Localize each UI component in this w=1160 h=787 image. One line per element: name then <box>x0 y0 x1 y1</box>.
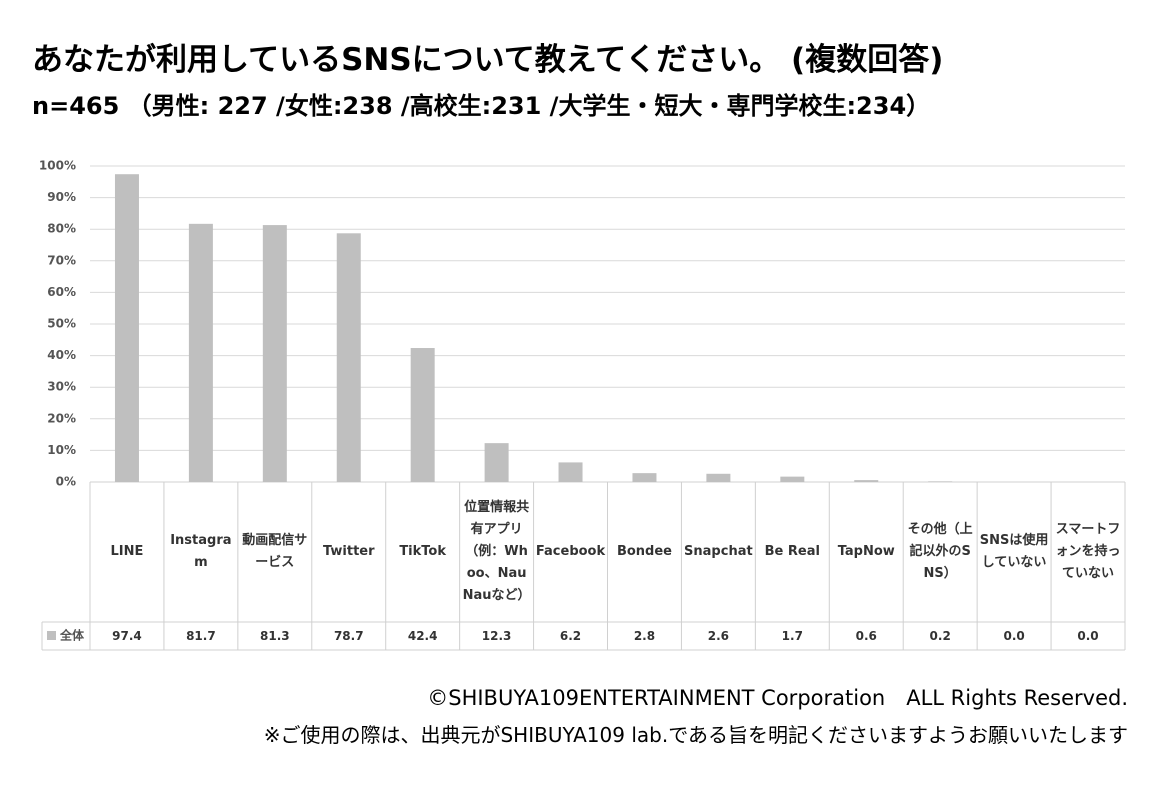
y-tick-label: 70% <box>47 253 76 267</box>
y-tick-label: 40% <box>47 348 76 362</box>
value-label: 12.3 <box>481 629 512 643</box>
category-label: TapNow <box>837 544 895 559</box>
category-label: Bondee <box>616 544 672 559</box>
value-label: 0.2 <box>929 629 951 643</box>
copyright: ©SHIBUYA109ENTERTAINMENT Corporation ALL… <box>427 686 1128 710</box>
value-label: 0.0 <box>1003 629 1025 643</box>
category-label: その他（上記以外のSNS） <box>907 522 973 581</box>
category-label: Snapchat <box>684 544 753 559</box>
bar <box>188 223 213 482</box>
bar <box>410 348 435 482</box>
bar <box>114 174 139 482</box>
value-label: 2.6 <box>707 629 730 643</box>
bar <box>928 481 953 482</box>
bar <box>336 233 361 482</box>
category-label: LINE <box>110 544 144 559</box>
category-label: SNSは使用していない <box>979 533 1049 570</box>
category-label: 位置情報共有アプリ（例：Whoo、NauNauなど） <box>462 500 531 603</box>
category-label: Facebook <box>535 544 606 559</box>
y-tick-label: 90% <box>47 190 76 204</box>
bar <box>854 480 879 482</box>
category-label: Twitter <box>322 544 375 559</box>
y-tick-label: 20% <box>47 411 76 425</box>
bar <box>484 443 509 482</box>
value-label: 6.2 <box>559 629 582 643</box>
bar <box>558 462 583 482</box>
y-tick-label: 10% <box>47 443 76 457</box>
chart-title: あなたが利用しているSNSについて教えてください。 (複数回答) <box>32 42 944 78</box>
bar <box>262 225 287 483</box>
value-label: 81.7 <box>186 629 216 643</box>
y-tick-label: 0% <box>56 475 76 489</box>
category-label: スマートフォンを持っていない <box>1055 522 1121 581</box>
value-label: 1.7 <box>781 629 803 643</box>
value-label: 0.0 <box>1077 629 1099 643</box>
value-label: 81.3 <box>260 629 290 643</box>
y-tick-label: 30% <box>47 380 76 394</box>
value-label: 42.4 <box>407 629 438 643</box>
category-label: Be Real <box>764 544 820 559</box>
legend-label: 全体 <box>59 628 85 643</box>
category-label: 動画配信サービス <box>242 533 308 570</box>
y-tick-label: 80% <box>47 222 76 236</box>
usage-note: ※ご使用の際は、出典元がSHIBUYA109 lab.である旨を明記くださいます… <box>263 723 1128 747</box>
category-label: TikTok <box>399 544 446 559</box>
y-tick-label: 60% <box>47 285 76 299</box>
y-tick-label: 100% <box>39 159 76 173</box>
bar <box>780 476 805 482</box>
value-label: 97.4 <box>112 629 142 643</box>
chart-subtitle: n=465 （男性: 227 /女性:238 /高校生:231 /大学生・短大・… <box>32 92 931 120</box>
value-label: 78.7 <box>333 629 364 643</box>
bar <box>706 473 731 482</box>
legend-swatch <box>47 631 56 640</box>
value-label: 2.8 <box>633 629 656 643</box>
y-tick-label: 50% <box>47 317 76 331</box>
value-label: 0.6 <box>855 629 877 643</box>
bar <box>632 473 657 482</box>
category-label: Instagram <box>170 533 232 570</box>
